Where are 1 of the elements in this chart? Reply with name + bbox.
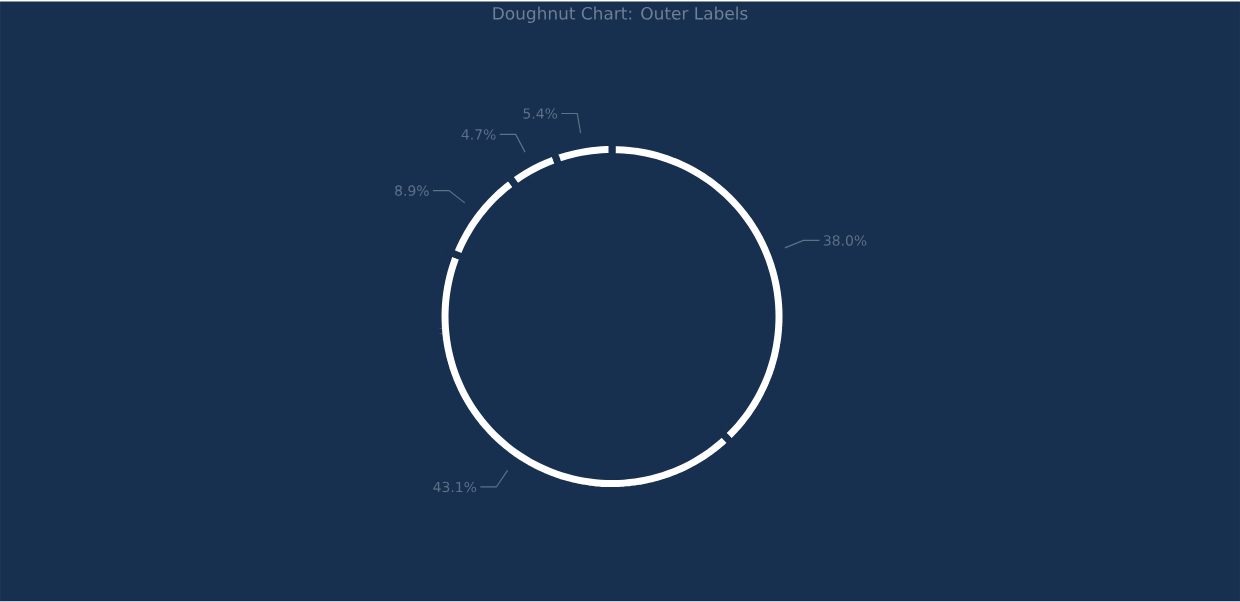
chart-title: Doughnut Chart: Outer Labels	[493, 6, 748, 24]
